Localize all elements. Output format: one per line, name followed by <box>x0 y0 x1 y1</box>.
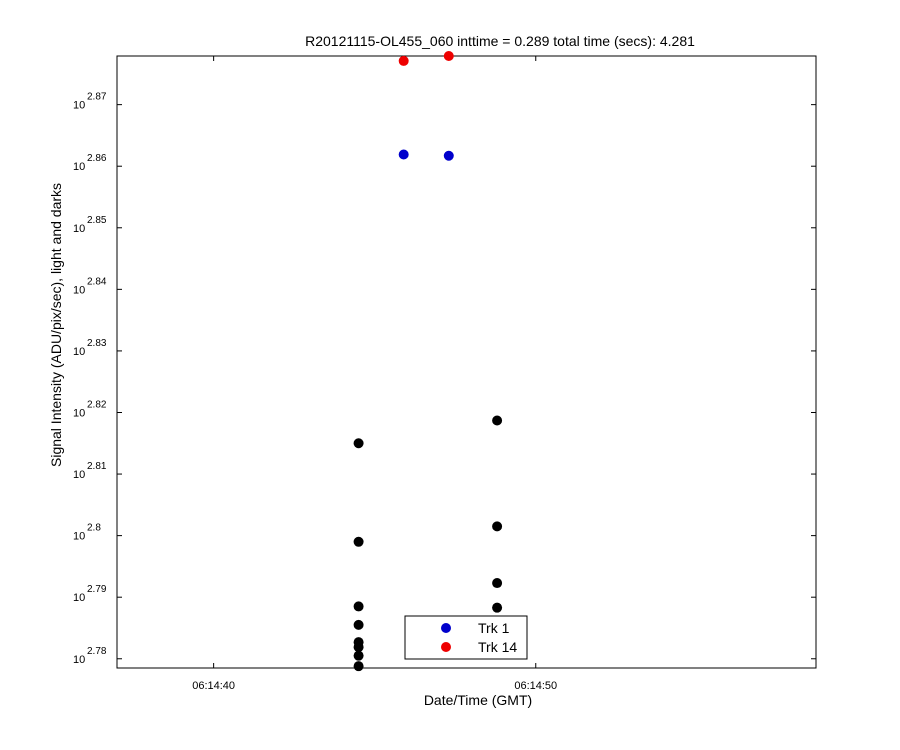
x-axis-ticks: 06:14:40 06:14:50 <box>192 56 557 692</box>
y-tick-exponent: 2.85 <box>87 215 107 226</box>
data-points <box>353 51 503 672</box>
point-dark <box>353 438 364 449</box>
point-trk-1 <box>443 150 454 161</box>
x-tick-label: 06:14:40 <box>192 680 235 692</box>
point-dark <box>492 415 503 426</box>
legend-box <box>404 615 528 660</box>
y-axis-ticks: 102.78102.79102.8102.81102.82102.83102.8… <box>73 92 816 666</box>
y-tick-base: 10 <box>73 223 85 235</box>
y-tick-base: 10 <box>73 654 85 666</box>
point-dark <box>353 661 364 672</box>
point-dark <box>353 601 364 612</box>
y-tick-exponent: 2.87 <box>87 92 107 103</box>
y-tick-base: 10 <box>73 346 85 358</box>
y-axis-label: Signal Intensity (ADU/pix/sec), light an… <box>48 183 64 467</box>
y-tick-exponent: 2.84 <box>87 276 107 287</box>
y-tick-exponent: 2.78 <box>87 646 107 657</box>
y-tick-exponent: 2.83 <box>87 338 107 349</box>
point-dark <box>492 578 503 589</box>
point-dark <box>353 619 364 630</box>
y-tick-base: 10 <box>73 407 85 419</box>
y-tick-exponent: 2.8 <box>87 523 101 534</box>
legend-label-trk-1: Trk 1 <box>478 620 510 636</box>
point-dark <box>492 602 503 613</box>
legend-label-trk-14: Trk 14 <box>478 639 517 655</box>
point-dark <box>353 536 364 547</box>
y-tick-exponent: 2.86 <box>87 153 107 164</box>
y-tick-exponent: 2.82 <box>87 399 107 410</box>
y-tick-base: 10 <box>73 592 85 604</box>
point-trk-1 <box>398 149 409 160</box>
y-tick-base: 10 <box>73 284 85 296</box>
legend-marker-trk-14 <box>441 642 451 652</box>
y-tick-base: 10 <box>73 100 85 112</box>
point-dark <box>492 521 503 532</box>
y-tick-exponent: 2.79 <box>87 584 107 595</box>
legend: Trk 1 Trk 14 <box>404 615 528 660</box>
point-trk-14 <box>443 51 454 61</box>
chart-title: R20121115-OL455_060 inttime = 0.289 tota… <box>305 33 695 49</box>
legend-marker-trk-1 <box>441 623 451 633</box>
plot-area <box>116 55 817 669</box>
point-dark <box>353 650 364 661</box>
point-trk-14 <box>398 55 409 66</box>
y-tick-base: 10 <box>73 531 85 543</box>
x-axis-label: Date/Time (GMT) <box>424 692 532 708</box>
point-dark <box>353 642 364 653</box>
x-tick-label: 06:14:50 <box>514 680 557 692</box>
y-tick-base: 10 <box>73 161 85 173</box>
y-tick-base: 10 <box>73 469 85 481</box>
y-tick-exponent: 2.81 <box>87 461 107 472</box>
